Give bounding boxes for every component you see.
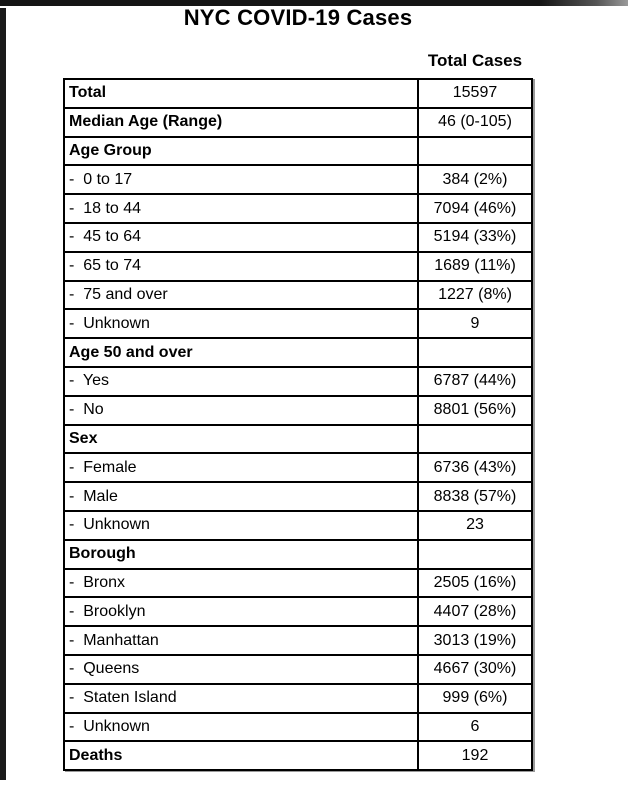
row-value: 5194 (33%) [433,228,517,246]
row-label: - No [65,396,419,424]
row-label: - 75 and over [65,281,419,309]
row-value: 384 (2%) [442,170,508,188]
cases-table: Total 15597 Median Age (Range) 46 (0-105) Ag… [63,78,533,772]
row-label: Median Age (Range) [65,108,419,136]
row-label: - Unknown [65,511,419,539]
row-value: 8801 (56%) [433,401,517,419]
row-label: Age 50 and over [65,339,419,366]
row-label: - Manhattan [65,627,419,654]
row-value: 1227 (8%) [438,285,512,303]
row-label: - Staten Island [65,684,419,712]
row-value: 15597 [452,84,498,102]
row-label: Sex [65,425,419,453]
row-value: 7094 (46%) [433,199,517,217]
row-value: 23 [466,516,484,534]
table-row: - Queens 4667 (30%) [65,655,531,685]
table-row: - Brooklyn 4407 (28%) [65,598,531,628]
table-row: - Bronx 2505 (16%) [65,569,531,599]
table-row: Deaths 192 [65,742,531,770]
page-left-edge [0,8,6,780]
row-value: 2505 (16%) [433,573,517,591]
row-value: 192 [461,746,489,764]
row-label: - Yes [65,367,419,395]
row-label: Borough [65,540,419,568]
row-label: - Unknown [65,310,419,338]
table-row: - Unknown 23 [65,511,531,541]
row-label: Age Group [65,137,419,165]
row-value: 1689 (11%) [434,257,516,275]
row-label: - 45 to 64 [65,223,419,251]
table-row: - No 8801 (56%) [65,396,531,426]
row-value [419,339,531,366]
table-row: - Manhattan 3013 (19%) [65,627,531,656]
row-label: Total [65,80,419,107]
table-row: - 45 to 64 5194 (33%) [65,223,531,253]
row-value: 3013 (19%) [433,631,517,649]
row-label: - Unknown [65,713,419,741]
row-label: - Bronx [65,569,419,597]
table-row: Borough [65,540,531,570]
row-value: 46 (0-105) [438,113,512,131]
table-row: - Unknown 9 [65,310,531,340]
table-row: Age Group [65,137,531,167]
table-row: - 18 to 44 7094 (46%) [65,195,531,224]
row-value: 9 [470,314,480,332]
page-title: NYC COVID-19 Cases [183,5,413,30]
table-row: Median Age (Range) 46 (0-105) [65,108,531,138]
table-row: - Staten Island 999 (6%) [65,684,531,714]
row-label: - Male [65,483,419,510]
row-value [419,426,531,453]
table-row: Sex [65,425,531,455]
row-value: 6736 (43%) [433,458,517,476]
table-row: - Unknown 6 [65,713,531,743]
table-row: - 75 and over 1227 (8%) [65,281,531,311]
table-row: - Female 6736 (43%) [65,454,531,484]
table-row: Total 15597 [65,80,531,109]
row-value: 4407 (28%) [433,602,517,620]
row-label: - 0 to 17 [65,166,419,194]
table-row: Age 50 and over [65,339,531,368]
row-label: Deaths [65,742,419,770]
table-row: - 0 to 17 384 (2%) [65,166,531,196]
row-value [419,541,531,568]
row-value: 6 [470,717,480,735]
row-value: 4667 (30%) [433,660,517,678]
table-row: - Yes 6787 (44%) [65,367,531,397]
row-label: - Queens [65,655,419,683]
row-value [419,138,531,165]
table-row: - 65 to 74 1689 (11%) [65,252,531,282]
row-label: - Female [65,454,419,482]
page-top-edge [0,0,628,6]
row-value: 6787 (44%) [433,372,517,390]
row-label: - 65 to 74 [65,252,419,280]
row-label: - Brooklyn [65,598,419,626]
row-value: 999 (6%) [442,689,508,707]
total-cases-column-header: Total Cases [427,51,523,70]
row-label: - 18 to 44 [65,195,419,222]
table-row: - Male 8838 (57%) [65,483,531,512]
row-value: 8838 (57%) [433,487,517,505]
